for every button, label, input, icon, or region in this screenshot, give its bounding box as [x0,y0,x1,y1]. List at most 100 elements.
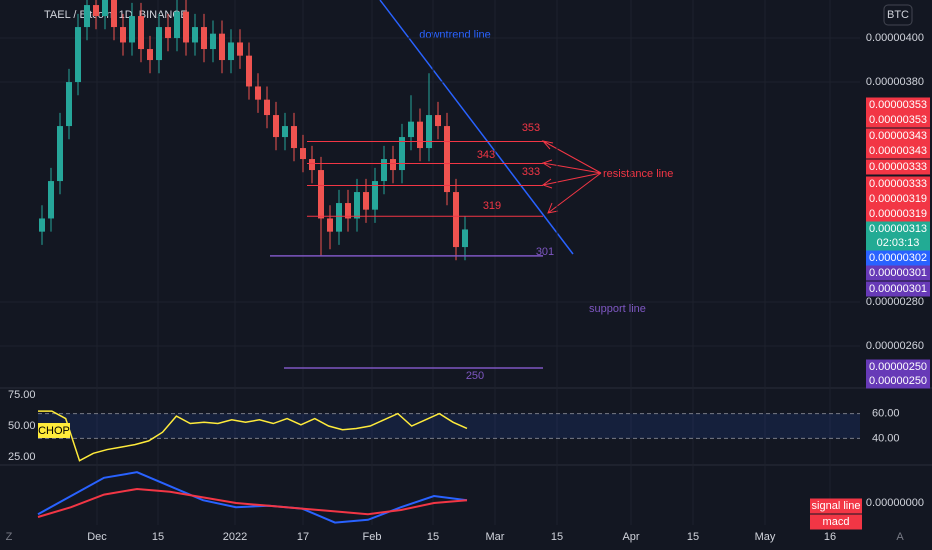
candle-body [408,121,414,138]
price-tag-label: 0.00000319 [869,208,927,220]
candle-body [255,86,261,100]
price-tag-label: 0.00000333 [869,178,927,190]
x-tick-label: Apr [622,531,639,543]
level-label: 353 [522,122,540,134]
price-tag [866,221,930,237]
chop-tick-label: 50.00 [8,420,36,432]
candle-body [48,181,54,219]
candle-body [399,137,405,171]
chop-tick-label: 25.00 [8,451,36,463]
price-tag [866,235,930,251]
x-tick-label: 17 [297,531,309,543]
x-tick-label: 15 [687,531,699,543]
x-tick-label: 2022 [223,531,247,543]
candle-body [111,0,117,28]
y-tick-label: 0.00000260 [866,340,924,352]
price-tag-label: 0.00000250 [869,361,927,373]
candle-body [462,229,468,248]
price-tag-label: 0.00000343 [869,130,927,142]
candle-body [426,115,432,149]
chop-tag-label: CHOP [38,425,70,437]
level-label: 301 [536,246,554,258]
macd-line [37,471,468,524]
candle-body [291,126,297,149]
legend-label: signal line [812,500,861,512]
chop-line [38,410,468,462]
candle-body [192,27,198,43]
candle-body [318,170,324,219]
resistance-label: resistance line [603,168,673,180]
candle-body [336,203,342,232]
candle-body [390,159,396,171]
macd-zero-label: 0.00000000 [866,497,924,509]
candle-body [273,115,279,138]
price-tag-label: 0.00000302 [869,252,927,264]
zoom-icon[interactable]: Z [6,531,13,543]
candle-body [129,16,135,43]
candle-body [345,203,351,219]
x-tick-label: 16 [824,531,836,543]
x-tick-label: 15 [427,531,439,543]
candle-body [183,11,189,43]
candle-body [300,148,306,160]
candle-body [417,121,423,149]
x-tick-label: 15 [551,531,563,543]
price-tag [866,191,930,207]
chop-tick-label: 75.00 [8,389,36,401]
x-tick-label: Feb [363,531,382,543]
currency-button-label[interactable]: BTC [887,9,909,21]
candle-body [156,27,162,61]
price-tag [866,373,930,389]
auto-scale-icon[interactable]: A [896,531,904,543]
x-tick-label: Dec [87,531,107,543]
macd-line [37,487,468,518]
price-tag-label: 0.00000353 [869,114,927,126]
price-tag [866,97,930,113]
price-tag-label: 0.00000313 [869,223,927,235]
y-tick-label: 0.00000380 [866,76,924,88]
candle-body [309,159,315,171]
price-tag [866,359,930,375]
candle-body [444,126,450,193]
price-tag [866,265,930,281]
x-tick-label: May [755,531,776,543]
candle-body [93,5,99,17]
candle-body [84,5,90,28]
price-tag-label: 0.00000301 [869,283,927,295]
candle-body [363,192,369,210]
candle-body [237,42,243,56]
currency-button[interactable] [883,4,913,26]
price-tag-label: 0.00000301 [869,267,927,279]
candle-body [138,16,144,50]
y-tick-label: 0.00000400 [866,32,924,44]
candle-body [246,55,252,87]
candle-body [174,11,180,39]
price-tag-label: 0.00000333 [869,161,927,173]
price-tag-label: 0.00000250 [869,375,927,387]
chop-band-label: 40.00 [872,432,900,444]
downtrend-line [379,0,574,255]
candle-body [435,115,441,127]
price-tag [866,206,930,222]
legend-label: macd [823,516,850,528]
price-tag-label: 0.00000353 [869,99,927,111]
price-tag [866,176,930,192]
candle-body [228,42,234,61]
x-tick-label: 15 [152,531,164,543]
candle-body [201,27,207,50]
price-tag [866,143,930,159]
legend-tag [810,498,862,514]
candle-body [453,192,459,248]
price-tag [866,159,930,175]
candle-body [282,126,288,138]
legend-tag [810,514,862,530]
candle-body [147,49,153,61]
chop-band [38,413,860,439]
price-tag-label: 0.00000319 [869,193,927,205]
price-tag [866,250,930,266]
support-label: support line [589,303,646,315]
candle-body [354,192,360,219]
price-tag [866,112,930,128]
chop-band-label: 60.00 [872,408,900,420]
